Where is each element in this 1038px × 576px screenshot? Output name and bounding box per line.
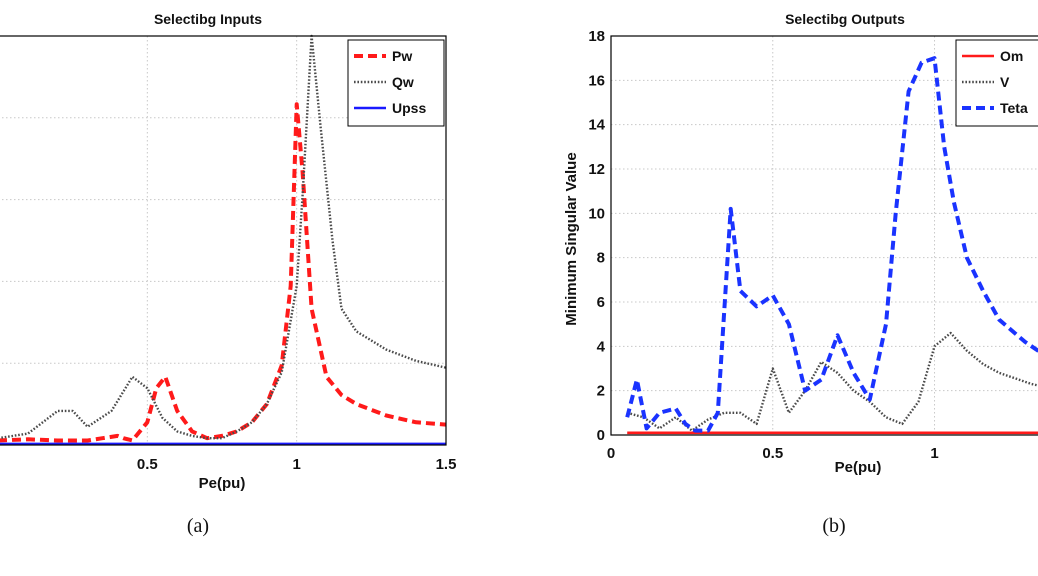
x-tick-label: 0 xyxy=(607,445,615,462)
legend-label-om: Om xyxy=(1000,48,1023,64)
y-tick-label: 14 xyxy=(588,117,605,134)
chart-b-x-axis-label: Pe(pu) xyxy=(835,459,882,476)
y-tick-label: 16 xyxy=(588,72,605,89)
chart-a-plot-frame xyxy=(0,35,447,446)
series-line-v xyxy=(626,331,1038,432)
chart-panel-b: Selectibg Outputs 0 0.5 1 024681012141618 … xyxy=(563,11,1038,537)
y-tick-label: 8 xyxy=(597,250,605,267)
series-line-teta xyxy=(625,56,1038,433)
y-tick-label: 0 xyxy=(597,427,605,444)
chart-b-plot-frame xyxy=(610,35,1038,436)
legend-label-teta: Teta xyxy=(1000,100,1028,116)
chart-a-series xyxy=(0,34,447,446)
chart-b-y-ticks: 0 2 4 6 8 10 12 14 16 18 xyxy=(588,28,605,444)
chart-a-x-axis-label: Pe(pu) xyxy=(199,475,246,492)
chart-a-legend: Pw Qw Upss xyxy=(347,39,445,127)
y-tick-label: 6 xyxy=(597,294,605,311)
chart-b-series xyxy=(625,56,1038,435)
series-line-qw xyxy=(0,34,447,440)
chart-a-x-ticks: 0.5 1 1.5 xyxy=(137,456,457,473)
chart-b-legend: Om V Teta xyxy=(955,39,1038,127)
legend-label-upss: Upss xyxy=(392,100,426,116)
legend-label-qw: Qw xyxy=(392,74,414,90)
x-tick-label: 1 xyxy=(930,445,938,462)
x-tick-label: 1 xyxy=(292,456,300,473)
x-tick-label: 0.5 xyxy=(762,445,783,462)
y-tick-label: 2 xyxy=(597,383,605,400)
series-line-pw xyxy=(0,102,447,443)
y-tick-label: 4 xyxy=(597,338,606,355)
legend-label-pw: Pw xyxy=(392,48,412,64)
y-tick-label: 12 xyxy=(588,161,605,178)
y-tick-label: 18 xyxy=(588,28,605,45)
chart-b-y-axis-label: Minimum Singular Value xyxy=(563,152,580,325)
x-tick-label: 0.5 xyxy=(137,456,158,473)
legend-label-v: V xyxy=(1000,74,1010,90)
chart-panel-a: Selectibg Inputs 0.5 1 1.5 Pe(pu) Pw Qw Upss… xyxy=(0,11,456,537)
legend-box xyxy=(347,39,445,127)
x-tick-label: 1.5 xyxy=(436,456,457,473)
chart-a-caption: (a) xyxy=(187,515,209,537)
chart-b-title: Selectibg Outputs xyxy=(785,11,905,27)
chart-a-title: Selectibg Inputs xyxy=(154,11,262,27)
y-tick-label: 10 xyxy=(588,205,605,222)
chart-b-x-ticks: 0 0.5 1 xyxy=(607,445,939,462)
chart-b-caption: (b) xyxy=(822,515,845,537)
